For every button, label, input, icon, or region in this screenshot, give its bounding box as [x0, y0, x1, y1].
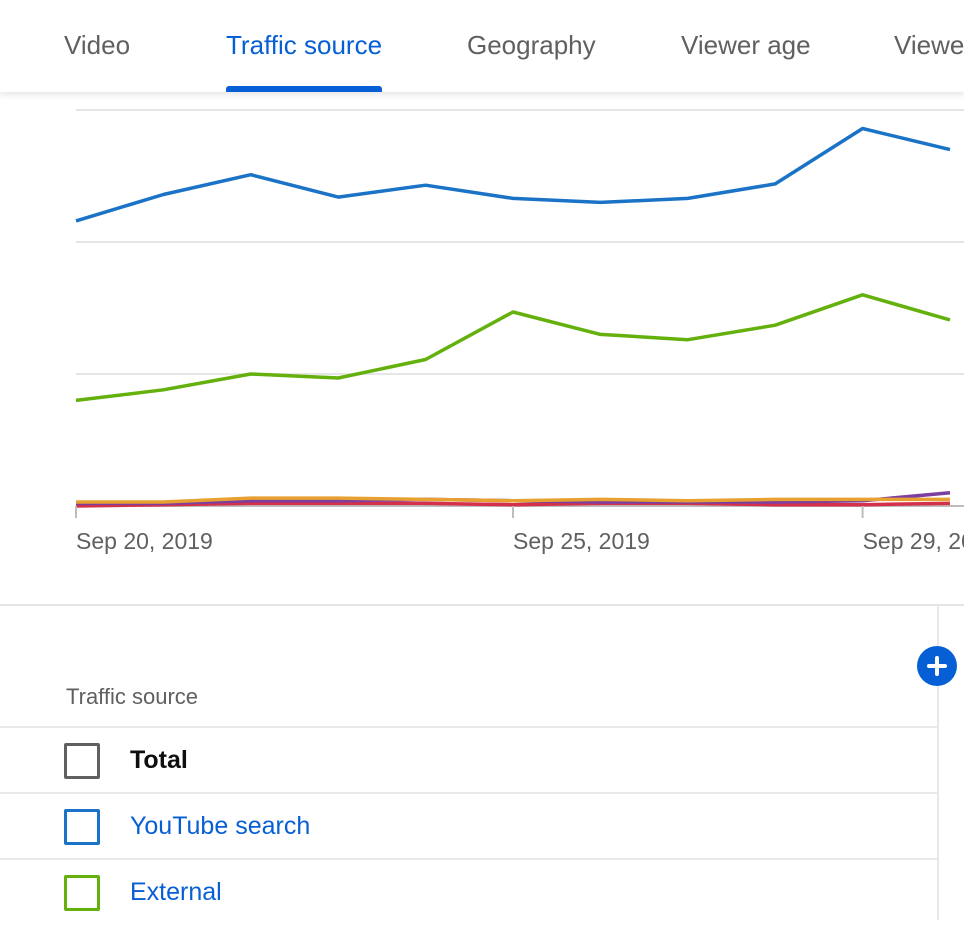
row-label-youtube-search[interactable]: YouTube search [130, 812, 311, 840]
chart-gridlines [76, 109, 964, 507]
table-row-external: External [0, 858, 937, 926]
series-line-youtube-search [75, 126, 951, 223]
tab-viewer-age[interactable]: Viewer age [681, 0, 811, 92]
traffic-source-column-header: Traffic source [66, 684, 199, 709]
tab-label: Viewer gender [894, 30, 964, 60]
series-line-red [75, 501, 951, 508]
tab-label: Traffic source [226, 30, 383, 60]
external-checkbox[interactable] [64, 875, 100, 911]
series-line-external [75, 293, 951, 403]
tab-bar: Video Traffic source Geography Viewer ag… [0, 0, 964, 92]
total-checkbox[interactable] [64, 743, 100, 779]
x-tick-label: Sep 29, 2019 [863, 528, 964, 554]
row-label-total: Total [130, 746, 188, 774]
tab-traffic-source[interactable]: Traffic source [226, 0, 383, 92]
column-divider [937, 606, 939, 920]
chart-series [75, 126, 951, 508]
table-top-divider [0, 604, 964, 606]
tab-video[interactable]: Video [64, 0, 130, 92]
tab-label: Video [64, 30, 131, 60]
add-metric-button[interactable] [917, 646, 957, 686]
tab-viewer-gender[interactable]: Viewer gender [894, 0, 964, 92]
table-row-total: Total [0, 726, 937, 794]
x-tick-label: Sep 20, 2019 [76, 528, 213, 554]
active-tab-indicator [226, 86, 383, 92]
row-label-external[interactable]: External [130, 878, 222, 906]
x-tick-label: Sep 25, 2019 [513, 528, 650, 554]
youtube-search-checkbox[interactable] [64, 809, 100, 845]
tab-label: Viewer age [681, 30, 811, 60]
tab-geography[interactable]: Geography [467, 0, 596, 92]
series-line-orange [76, 496, 950, 504]
tab-label: Geography [467, 30, 596, 60]
table-row-youtube-search: YouTube search [0, 792, 937, 860]
chart-x-axis: Sep 20, 2019 Sep 25, 2019 Sep 29, 2019 [75, 506, 964, 554]
traffic-line-chart: Sep 20, 2019 Sep 25, 2019 Sep 29, 2019 [75, 109, 964, 554]
